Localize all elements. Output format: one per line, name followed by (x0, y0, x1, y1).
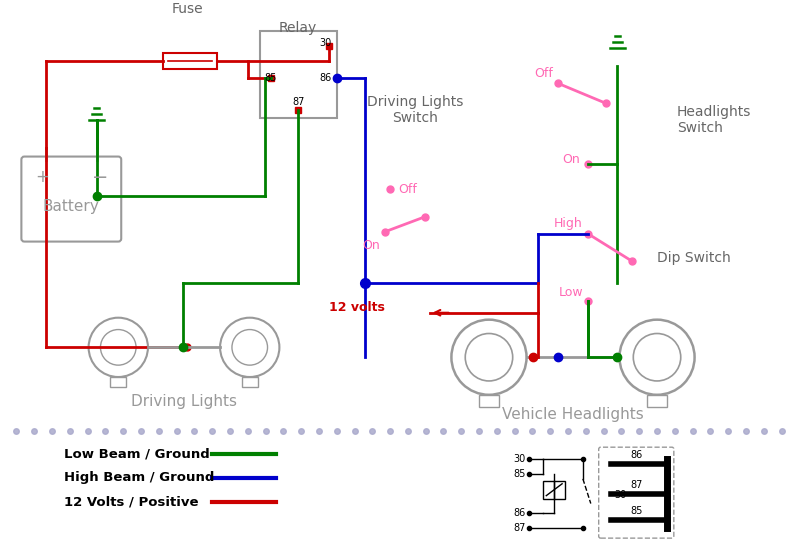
Text: On: On (562, 153, 580, 166)
Text: 86: 86 (630, 450, 642, 460)
Text: 86: 86 (319, 74, 332, 84)
FancyBboxPatch shape (260, 31, 337, 118)
Text: 30: 30 (319, 38, 332, 48)
Text: −: − (92, 168, 109, 187)
Text: Relay: Relay (279, 21, 318, 35)
Text: 12 Volts / Positive: 12 Volts / Positive (64, 495, 198, 508)
Text: High Beam / Ground: High Beam / Ground (64, 471, 214, 485)
FancyBboxPatch shape (598, 447, 674, 538)
FancyBboxPatch shape (110, 377, 126, 387)
Text: Vehicle Headlights: Vehicle Headlights (502, 407, 644, 422)
FancyBboxPatch shape (647, 395, 667, 406)
FancyBboxPatch shape (242, 377, 258, 387)
Text: Dip Switch: Dip Switch (657, 251, 730, 266)
Text: 30: 30 (514, 454, 526, 464)
Text: 87: 87 (513, 523, 526, 534)
Text: 85: 85 (630, 507, 642, 516)
Text: Low Beam / Ground: Low Beam / Ground (64, 448, 210, 460)
Text: Off: Off (534, 67, 554, 80)
Text: 87: 87 (292, 97, 304, 107)
Text: 12 volts: 12 volts (330, 301, 385, 314)
Text: 85: 85 (265, 74, 277, 84)
Text: Low: Low (558, 287, 583, 300)
Text: 87: 87 (630, 480, 642, 490)
Text: 30: 30 (614, 490, 626, 499)
Text: Driving Lights: Driving Lights (131, 394, 237, 409)
Text: 86: 86 (514, 508, 526, 519)
Text: Fuse: Fuse (172, 2, 203, 16)
Text: On: On (362, 239, 380, 252)
Text: 85: 85 (513, 469, 526, 479)
Text: Battery: Battery (43, 200, 100, 215)
Text: Driving Lights
Switch: Driving Lights Switch (366, 95, 463, 125)
Text: High: High (554, 217, 583, 230)
Text: Off: Off (398, 183, 417, 196)
Text: +: + (35, 168, 49, 186)
FancyBboxPatch shape (162, 53, 217, 69)
Text: Headlights
Switch: Headlights Switch (677, 105, 751, 135)
FancyBboxPatch shape (543, 481, 565, 499)
FancyBboxPatch shape (479, 395, 499, 406)
FancyBboxPatch shape (22, 157, 122, 241)
